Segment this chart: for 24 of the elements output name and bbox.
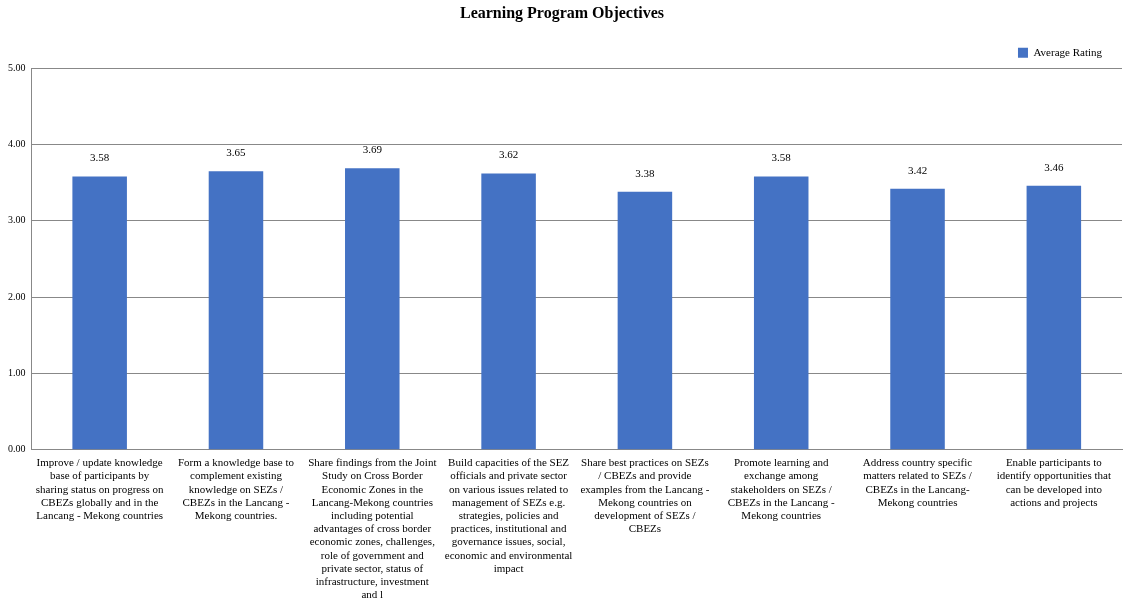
y-tick-label: 5.00 (8, 61, 26, 73)
x-tick-label: Address country specific matters related to SEZs / CBEZs in the Lancang- Mekong countries (862, 456, 973, 508)
data-label: 3.58 (90, 151, 110, 164)
x-tick-label: Enable participants to identify opportunities that can be developed into actions and projects (996, 456, 1111, 508)
y-tick-label: 4.00 (8, 138, 26, 150)
data-label: 3.38 (635, 166, 656, 179)
category-label: Build capacities of the SEZ officials and private sector on various issues related to management of SEZs e.g. strategies, policies and practices, institutional and governance issues, social, economic and environmental impact (444, 456, 573, 574)
data-label: 3.46 (1044, 160, 1064, 173)
chart-title: Learning Program Objectives (459, 3, 665, 22)
x-tick-label: Promote learning and exchange among stakeholders on SEZs / CBEZs in the Lancang - Mekong countries (727, 456, 836, 522)
legend-label: Average Rating (1033, 45, 1103, 58)
x-tick-label: Form a knowledge base to complement existing knowledge on SEZs / CBEZs in the Lancang - Mekong countries. (177, 456, 295, 522)
data-label: 3.42 (907, 163, 928, 176)
y-tick-label: 3.00 (8, 214, 26, 226)
data-label: 3.62 (498, 148, 519, 161)
y-tick-label: 1.00 (8, 367, 26, 379)
y-tick-label: 0.00 (8, 443, 26, 455)
x-tick-label: Improve / update knowledge base of participants by sharing status on progress on CBEZs globally and in the Lancang - Mekong countries (35, 456, 165, 522)
y-tick-label: 2.00 (8, 290, 26, 302)
x-tick-label: Share best practices on SEZs / CBEZs and provide examples from the Lancang - Mekong countries on development of SEZs / CBEZs (580, 456, 710, 535)
data-label: 3.58 (771, 151, 792, 164)
data-label: 3.69 (362, 143, 383, 156)
category-label: Share findings from the Joint Study on Cross Border Economic Zones in the Lancang-Mekong countries including potential advantages of cross border economic zones, challenges, role of government and private sector, status of infrastructure, investment and l (308, 456, 437, 601)
data-label: 3.65 (226, 146, 247, 159)
